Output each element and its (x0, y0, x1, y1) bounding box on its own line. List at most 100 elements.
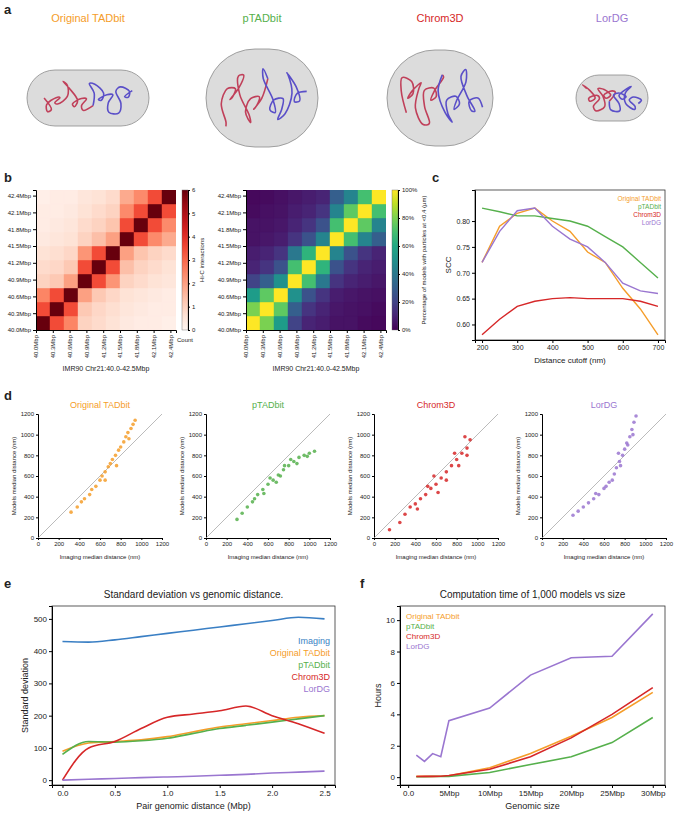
tick: 0 (37, 538, 41, 547)
tick-mark (372, 455, 374, 456)
axis-title: Imaging median distance (nm) (60, 554, 141, 560)
cell (120, 246, 134, 260)
tick-label: 800 (284, 541, 295, 547)
identity-line (38, 414, 162, 538)
tick-label: 800 (528, 453, 539, 459)
point (256, 493, 260, 497)
cell (316, 204, 330, 218)
cell (344, 302, 358, 316)
chain-part (401, 75, 444, 125)
cell (260, 288, 274, 302)
cell (372, 260, 386, 274)
cell (162, 232, 176, 246)
cell (148, 316, 162, 330)
tick: 40.0Mbp (243, 330, 249, 358)
tick: 400 (34, 647, 52, 656)
tick: 0.0 (403, 785, 415, 798)
tick: 42.1Mbp (8, 210, 36, 216)
legend-entry: pTADbit (298, 660, 330, 670)
tick-mark (398, 330, 400, 331)
point (117, 448, 121, 452)
tick-mark (36, 497, 38, 498)
tick: 40.6Mbp (8, 294, 36, 300)
cell (78, 246, 92, 260)
axis-line (243, 191, 247, 331)
tick-mark (36, 435, 38, 436)
axis: 40.0Mbp40.3Mbp40.6Mbp40.9Mbp41.2Mbp41.5M… (8, 191, 37, 334)
cell (36, 288, 50, 302)
axis-line (247, 331, 387, 334)
axis-title: Models median distance (nm) (515, 437, 521, 516)
cell (78, 218, 92, 232)
legend-entry: Chrom3D (406, 632, 440, 641)
tick: 2.5 (319, 785, 331, 798)
tick: 1 (188, 304, 196, 310)
cell (316, 316, 330, 330)
cell (120, 260, 134, 274)
cell (358, 316, 372, 330)
cell (302, 218, 316, 232)
tick: 800 (24, 453, 38, 459)
tick: 200 (24, 515, 38, 521)
tick-label: 1000 (639, 541, 653, 547)
point (626, 443, 630, 447)
tick: 1.5 (215, 785, 227, 798)
chart-title: Standard deviation vs genomic distance. (104, 589, 284, 600)
tick: 41.2Mbp (218, 260, 246, 266)
tick: 1200 (660, 538, 674, 547)
tick: 800 (192, 453, 206, 459)
tick: 40.0Mbp (218, 327, 246, 333)
tick: 800 (284, 538, 295, 547)
tick: 100% (398, 187, 418, 193)
tick-label: 30Mbp (641, 789, 666, 798)
cell (92, 274, 106, 288)
cell (92, 316, 106, 330)
tick: 42.4Mbp (168, 330, 174, 358)
tick-mark (477, 538, 478, 540)
point (426, 485, 430, 489)
point (388, 528, 392, 532)
cell (106, 274, 120, 288)
cell (246, 218, 260, 232)
cell (344, 260, 358, 274)
point (607, 480, 611, 484)
tick-label: 40.0Mbp (33, 334, 39, 358)
colorbar-ramp (182, 190, 188, 330)
tick-label: 6 (192, 187, 196, 193)
cell (274, 218, 288, 232)
tick: 0% (398, 327, 411, 333)
tick-label: 40.3Mbp (218, 311, 242, 317)
tick: 600 (599, 538, 610, 547)
tick-mark (36, 455, 38, 456)
tick: 600 (528, 473, 542, 479)
tick: 10 (386, 616, 400, 625)
tick: 40.6Mbp (218, 294, 246, 300)
tick-label: 41.2Mbp (218, 260, 242, 266)
tick-mark (457, 538, 458, 540)
cell (358, 260, 372, 274)
cell (134, 288, 148, 302)
cell (288, 204, 302, 218)
cell (246, 232, 260, 246)
cell (330, 190, 344, 204)
tick: 6 (391, 679, 400, 688)
cell (274, 204, 288, 218)
tick-label: 41.8Mbp (8, 227, 32, 233)
chart-title: Chrom3D (417, 400, 456, 410)
legend-entry: pTADbit (638, 203, 661, 211)
point (246, 505, 250, 509)
axis: 020040060080010001200 (541, 538, 674, 547)
tick: 600 (360, 473, 374, 479)
cell (288, 246, 302, 260)
point (253, 497, 257, 501)
series-line (482, 208, 658, 335)
tick-mark (540, 476, 542, 477)
tick: 600 (617, 340, 629, 351)
cell (344, 190, 358, 204)
point (103, 470, 107, 474)
tick: 400 (360, 494, 374, 500)
tick-label: 41.2Mbp (8, 260, 32, 266)
tick-label: 42.1Mbp (361, 334, 367, 358)
plot-area (374, 414, 498, 538)
tick: 0 (535, 535, 542, 541)
